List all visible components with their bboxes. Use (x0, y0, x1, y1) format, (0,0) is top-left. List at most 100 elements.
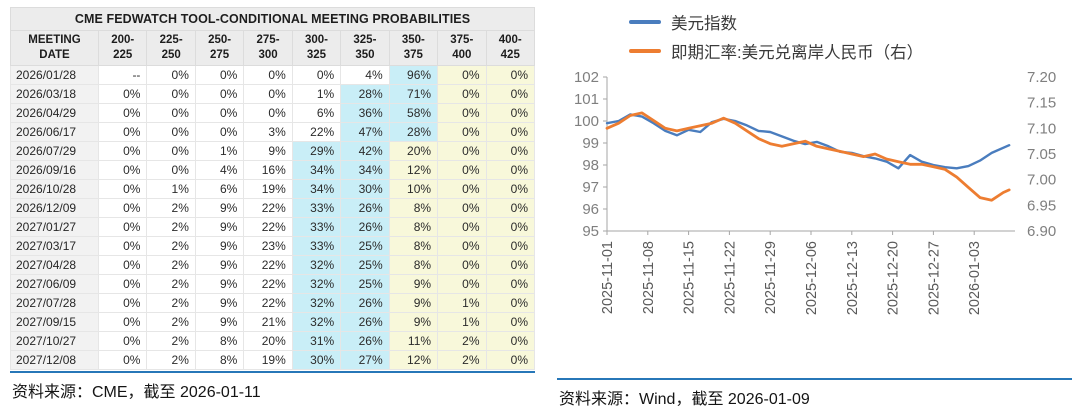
probability-cell: 0% (97, 349, 148, 370)
probability-cell: 2% (437, 330, 487, 351)
meeting-date-cell: 2027/10/27 (10, 330, 99, 351)
col-header-rate-range: 375- 400 (437, 30, 487, 66)
probability-cell: 31% (291, 330, 342, 351)
probability-cell: 30% (340, 178, 390, 199)
table-row: 2026/03/18 0% 0% 0% 0% 1% 28% 71% 0% 0% (10, 83, 535, 104)
probability-cell: 4% (340, 64, 390, 85)
probability-cell: 19% (243, 349, 293, 370)
probability-cell: 20% (388, 140, 439, 161)
probability-cell: 0% (437, 140, 487, 161)
probability-cell: 0% (243, 83, 293, 104)
usd-index-line (605, 113, 1011, 170)
probability-cell: 2% (146, 349, 196, 370)
probability-cell: 0% (485, 292, 535, 313)
probability-cell: 0% (437, 216, 487, 237)
legend-line-swatch (629, 49, 661, 53)
probability-cell: 9% (194, 254, 245, 275)
probability-cell: 0% (485, 197, 535, 218)
table-row: 2027/01/27 0% 2% 9% 22% 33% 26% 8% 0% 0% (10, 216, 535, 237)
meeting-date-cell: 2026/01/28 (10, 64, 99, 85)
probability-cell: 26% (340, 311, 390, 332)
probability-cell: 34% (340, 159, 390, 180)
x-axis-label: 2025-11-29 (763, 241, 779, 314)
probability-cell: 0% (437, 273, 487, 294)
y-axis-label-left: 100 (574, 113, 599, 130)
probability-cell: 0% (485, 273, 535, 294)
y-axis-label-left: 96 (582, 201, 599, 218)
probability-cell: 0% (194, 64, 245, 85)
probability-cell: 71% (388, 83, 439, 104)
probability-cell: 0% (146, 83, 196, 104)
probability-cell: -- (97, 64, 148, 85)
probability-cell: 0% (146, 64, 196, 85)
chart-legend: 美元指数 即期汇率:美元兑离岸人民币（右） (629, 10, 1072, 63)
y-axis-label-right: 6.90 (1027, 223, 1056, 240)
table-row: 2026/01/28 -- 0% 0% 0% 0% 4% 96% 0% 0% (10, 64, 535, 85)
col-header-rate-range: 325- 350 (340, 30, 390, 66)
probability-cell: 4% (194, 159, 245, 180)
probability-cell: 9% (194, 197, 245, 218)
probability-cell: 0% (485, 83, 535, 104)
right-source-block: 资料来源：Wind，截至 2026-01-09 (557, 378, 1072, 408)
probability-cell: 27% (340, 349, 390, 370)
probability-cell: 16% (243, 159, 293, 180)
probability-cell: 0% (485, 330, 535, 351)
probability-cell: 12% (388, 349, 439, 370)
col-header-rate-range: 275- 300 (243, 30, 293, 66)
probability-cell: 0% (437, 83, 487, 104)
col-header-rate-range: 250- 275 (194, 30, 245, 66)
y-axis-label-left: 97 (582, 179, 599, 196)
probability-cell: 9% (388, 292, 439, 313)
probability-cell: 8% (194, 349, 245, 370)
probability-cell: 1% (146, 178, 196, 199)
y-axis-label-right: 7.15 (1027, 95, 1056, 112)
probability-cell: 2% (146, 311, 196, 332)
probability-cell: 0% (485, 140, 535, 161)
probability-cell: 8% (194, 330, 245, 351)
probability-cell: 30% (291, 349, 342, 370)
probability-cell: 34% (291, 178, 342, 199)
probability-cell: 0% (194, 83, 245, 104)
probability-cell: 22% (243, 292, 293, 313)
x-axis-label: 2025-12-06 (804, 241, 820, 315)
probability-cell: 22% (243, 216, 293, 237)
probability-cell: 0% (485, 121, 535, 142)
fedwatch-table: CME FEDWATCH TOOL-CONDITIONAL MEETING PR… (10, 7, 535, 370)
probability-cell: 25% (340, 273, 390, 294)
col-header-rate-range: 300- 325 (291, 30, 342, 66)
fx-chart-panel: 美元指数 即期汇率:美元兑离岸人民币（右） 102 101 100 99 98 97 96 95… (545, 0, 1080, 408)
probability-cell: 11% (388, 330, 439, 351)
line-chart: 102 101 100 99 98 97 96 95 7.20 7.15 7.10 7.05 7.00 6… (574, 69, 1056, 315)
left-divider (10, 371, 535, 373)
x-axis-label: 2025-11-01 (600, 241, 616, 314)
probability-cell: 0% (97, 254, 148, 275)
col-header-rate-range: 400- 425 (485, 30, 535, 66)
probability-cell: 22% (243, 273, 293, 294)
probability-cell: 2% (146, 235, 196, 256)
col-header-rate-range: 200- 225 (97, 30, 148, 66)
right-divider (557, 378, 1072, 380)
legend-item-usd-index: 美元指数 (629, 10, 1072, 34)
table-row: 2027/09/15 0% 2% 9% 21% 32% 26% 9% 1% 0% (10, 311, 535, 332)
meeting-date-cell: 2027/09/15 (10, 311, 99, 332)
probability-cell: 2% (146, 330, 196, 351)
probability-cell: 0% (243, 64, 293, 85)
probability-cell: 20% (243, 330, 293, 351)
meeting-date-cell: 2026/07/29 (10, 140, 99, 161)
probability-cell: 25% (340, 254, 390, 275)
left-source-block: 资料来源：CME，截至 2026-01-11 (10, 371, 535, 402)
y-axis-label-right: 6.95 (1027, 197, 1056, 214)
table-row: 2026/04/29 0% 0% 0% 0% 6% 36% 58% 0% 0% (10, 102, 535, 123)
probability-cell: 32% (291, 254, 342, 275)
x-axis-label: 2025-11-15 (682, 241, 698, 314)
probability-cell: 0% (97, 121, 148, 142)
probability-cell: 9% (194, 216, 245, 237)
probability-cell: 3% (243, 121, 293, 142)
table-row: 2027/10/27 0% 2% 8% 20% 31% 26% 11% 2% 0% (10, 330, 535, 351)
probability-cell: 9% (194, 235, 245, 256)
probability-cell: 25% (340, 235, 390, 256)
probability-cell: 9% (388, 273, 439, 294)
probability-cell: 10% (388, 178, 439, 199)
x-axis-label: 2026-01-03 (967, 241, 983, 315)
